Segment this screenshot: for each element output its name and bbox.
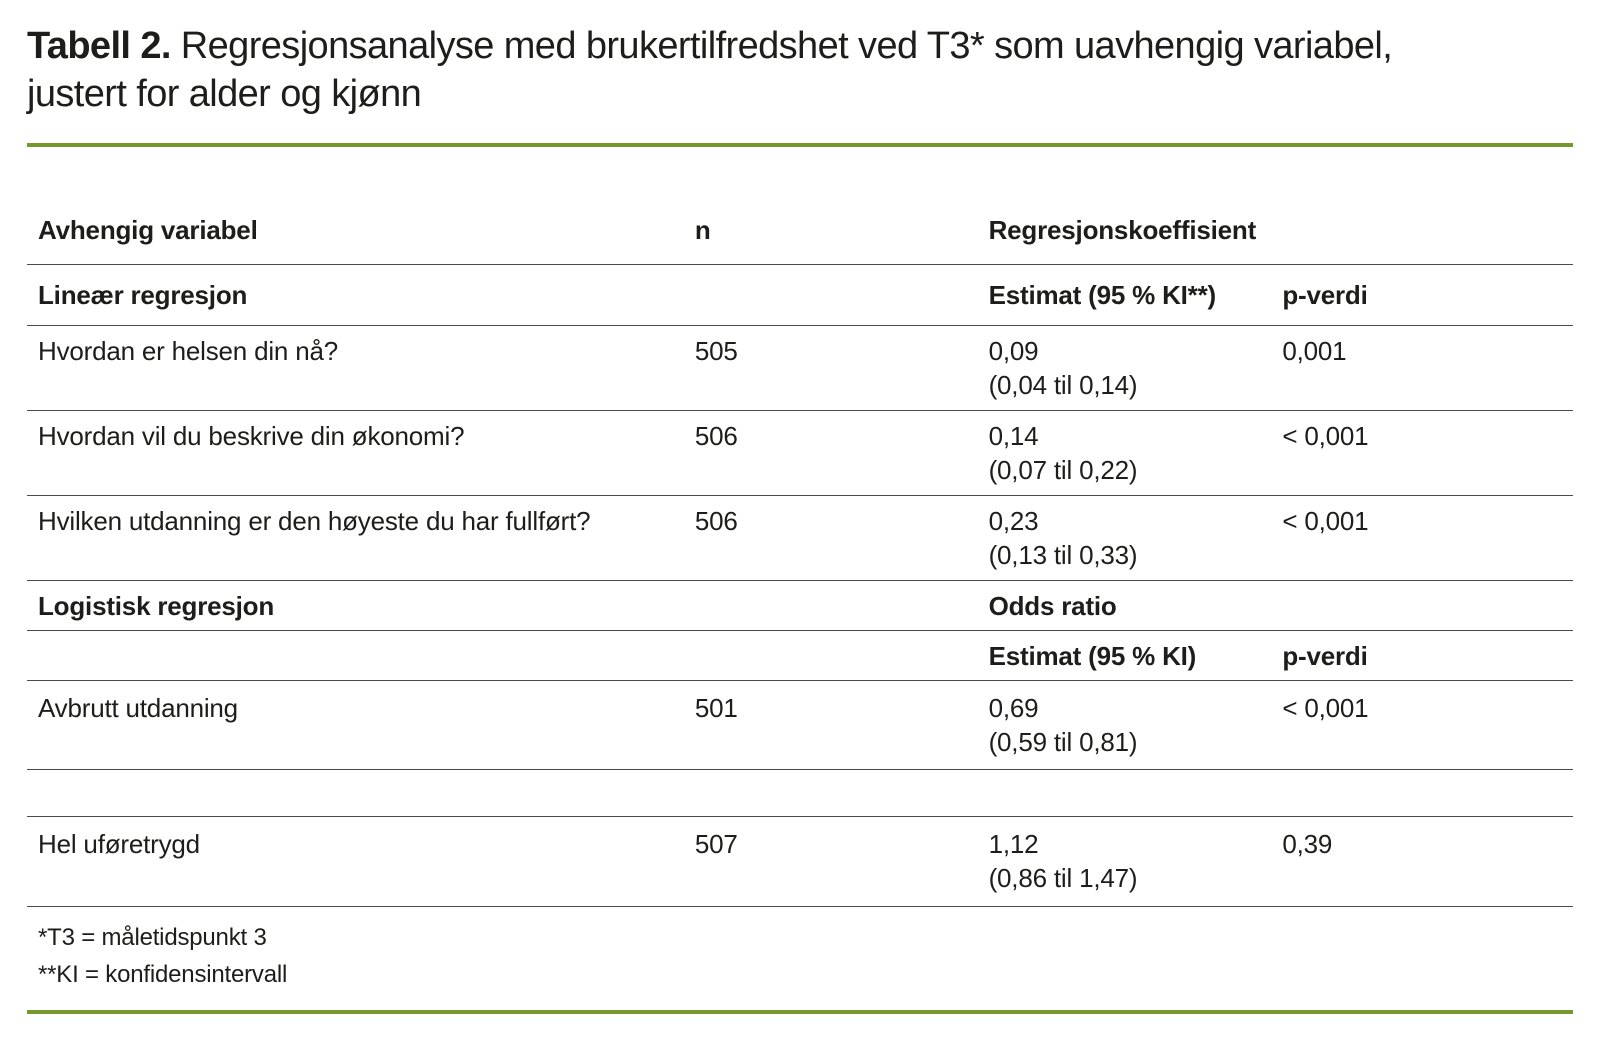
n-cell: 507 <box>694 816 989 907</box>
table-row-economy: Hvordan vil du beskrive din økonomi? 506… <box>27 410 1573 496</box>
variable-cell: Hvilken utdanning er den høyeste du har … <box>27 495 695 581</box>
table-footnotes: *T3 = måletidspunkt 3 **KI = konfidensin… <box>27 907 1573 993</box>
header-dependent-variable: Avhengig variabel <box>27 147 695 265</box>
table-row-logistic-regression: Logistisk regresjon Odds ratio <box>27 580 1573 631</box>
header-empty <box>1282 147 1573 265</box>
variable-cell: Hvordan er helsen din nå? <box>27 325 695 411</box>
ci-line: (0,59 til 0,81) <box>988 727 1138 757</box>
estimate-cell: 0,14 (0,07 til 0,22) <box>988 410 1283 496</box>
p-value-cell: p-verdi <box>1282 630 1573 681</box>
table-title-text: Regresjonsanalyse med brukertilfredshet … <box>27 25 1393 115</box>
p-value-cell: p-verdi <box>1282 264 1573 326</box>
footnote-ki: **KI = konfidensintervall <box>38 961 288 988</box>
header-regression-coefficient: Regresjonskoeffisient <box>988 147 1283 265</box>
p-value-cell <box>1282 580 1573 631</box>
n-cell: 505 <box>694 325 989 411</box>
page-title: Tabell 2. Regresjonsanalyse med brukerti… <box>27 22 1477 118</box>
variable-cell <box>27 769 695 817</box>
table-row-education: Hvilken utdanning er den høyeste du har … <box>27 495 1573 581</box>
p-value-cell <box>1282 769 1573 817</box>
p-value-cell: < 0,001 <box>1282 495 1573 581</box>
table-row-odds-estimate-header: Estimat (95 % KI) p-verdi <box>27 630 1573 681</box>
ci-line: (0,86 til 1,47) <box>988 863 1138 893</box>
top-divider <box>27 143 1573 147</box>
n-cell <box>694 630 989 681</box>
variable-cell: Lineær regresjon <box>27 264 695 326</box>
estimate-cell: Odds ratio <box>988 580 1283 631</box>
estimate-cell: 0,23 (0,13 til 0,33) <box>988 495 1283 581</box>
n-cell: 506 <box>694 410 989 496</box>
ci-line: (0,13 til 0,33) <box>988 540 1138 570</box>
header-n: n <box>694 147 989 265</box>
table-row-health: Hvordan er helsen din nå? 505 0,09 (0,04 … <box>27 325 1573 411</box>
table-row-spacer <box>27 769 1573 817</box>
estimate-cell: 0,09 (0,04 til 0,14) <box>988 325 1283 411</box>
bottom-divider <box>27 1010 1573 1014</box>
variable-cell: Logistisk regresjon <box>27 580 695 631</box>
p-value-cell: < 0,001 <box>1282 680 1573 770</box>
n-cell: 501 <box>694 680 989 770</box>
regression-table: Avhengig variabel n Regresjonskoeffisien… <box>27 147 1573 907</box>
table-header-row: Avhengig variabel n Regresjonskoeffisien… <box>27 147 1573 265</box>
variable-cell <box>27 630 695 681</box>
n-cell <box>694 769 989 817</box>
variable-cell: Hvordan vil du beskrive din økonomi? <box>27 410 695 496</box>
table-number-label: Tabell 2. <box>27 25 171 67</box>
estimate-cell: Estimat (95 % KI**) <box>988 264 1283 326</box>
n-cell: 506 <box>694 495 989 581</box>
n-cell <box>694 264 989 326</box>
table-row-full-disability: Hel uføretrygd 507 1,12 (0,86 til 1,47) 0… <box>27 816 1573 907</box>
p-value-cell: 0,001 <box>1282 325 1573 411</box>
variable-cell: Avbrutt utdanning <box>27 680 695 770</box>
estimate-cell: 0,69 (0,59 til 0,81) <box>988 680 1283 770</box>
ci-line: (0,07 til 0,22) <box>988 455 1138 485</box>
footnote-t3: *T3 = måletidspunkt 3 <box>38 924 267 951</box>
variable-cell: Hel uføretrygd <box>27 816 695 907</box>
p-value-cell: < 0,001 <box>1282 410 1573 496</box>
ci-line: (0,04 til 0,14) <box>988 370 1138 400</box>
table-row-linear-regression: Lineær regresjon Estimat (95 % KI**) p-v… <box>27 264 1573 326</box>
estimate-cell: 1,12 (0,86 til 1,47) <box>988 816 1283 907</box>
n-cell <box>694 580 989 631</box>
p-value-cell: 0,39 <box>1282 816 1573 907</box>
table-row-interrupted-education: Avbrutt utdanning 501 0,69 (0,59 til 0,81… <box>27 680 1573 770</box>
estimate-cell: Estimat (95 % KI) <box>988 630 1283 681</box>
estimate-cell <box>988 769 1283 817</box>
